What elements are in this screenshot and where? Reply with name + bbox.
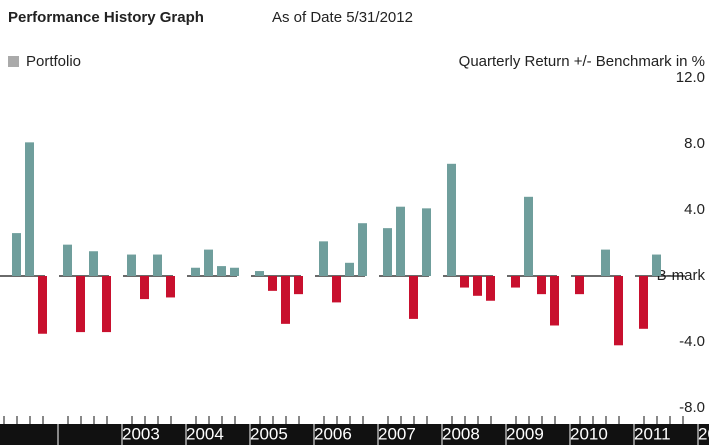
bar: [89, 251, 98, 276]
bar: [460, 276, 469, 288]
x-year-label: 2011: [634, 424, 671, 443]
bar: [281, 276, 290, 324]
bar: [12, 233, 21, 276]
bar: [76, 276, 85, 333]
y-tick-label: 12.0: [676, 69, 705, 86]
bar: [268, 276, 277, 291]
y-tick-label: 4.0: [684, 201, 705, 218]
bar: [550, 276, 559, 326]
bar: [422, 208, 431, 276]
bar: [217, 266, 226, 276]
legend-label: Portfolio: [26, 53, 81, 70]
x-year-label: 2008: [442, 424, 480, 443]
bar: [537, 276, 546, 295]
bar: [38, 276, 47, 334]
bar: [409, 276, 418, 319]
bar: [614, 276, 623, 346]
y-tick-label: 8.0: [684, 135, 705, 152]
bar: [447, 163, 456, 276]
bar: [140, 276, 149, 300]
bar: [153, 254, 162, 276]
chart-subtitle: As of Date 5/31/2012: [272, 9, 413, 26]
bar: [255, 271, 264, 276]
bar: [204, 249, 213, 276]
bar: [383, 228, 392, 276]
y-tick-label: -8.0: [679, 399, 705, 416]
bar: [524, 196, 533, 276]
axis-label: Quarterly Return +/- Benchmark in %: [459, 53, 705, 70]
bar: [332, 276, 341, 303]
x-year-label: 2004: [186, 424, 224, 443]
bar: [345, 262, 354, 276]
chart-title: Performance History Graph: [8, 9, 204, 26]
bar: [319, 241, 328, 276]
legend-swatch: [8, 56, 19, 67]
bar: [102, 276, 111, 333]
bar: [63, 244, 72, 276]
bar: [639, 276, 648, 329]
y-tick-label: -4.0: [679, 333, 705, 350]
bar: [25, 142, 34, 276]
bar: [191, 267, 200, 276]
bar: [294, 276, 303, 295]
x-year-label: 2006: [314, 424, 352, 443]
x-year-label: 2010: [570, 424, 608, 443]
bar: [601, 249, 610, 276]
bar: [230, 267, 239, 276]
bar: [396, 206, 405, 276]
bar: [575, 276, 584, 295]
x-year-label: 2012: [698, 424, 709, 443]
x-year-label: 2005: [250, 424, 288, 443]
x-year-label: 2003: [122, 424, 160, 443]
x-year-label: 2007: [378, 424, 416, 443]
bar: [358, 223, 367, 276]
bar: [473, 276, 482, 296]
bar: [486, 276, 495, 301]
bar: [511, 276, 520, 288]
x-axis-band: [0, 424, 709, 445]
bar: [652, 254, 661, 276]
x-year-label: 2009: [506, 424, 544, 443]
bar: [127, 254, 136, 276]
bar: [166, 276, 175, 298]
